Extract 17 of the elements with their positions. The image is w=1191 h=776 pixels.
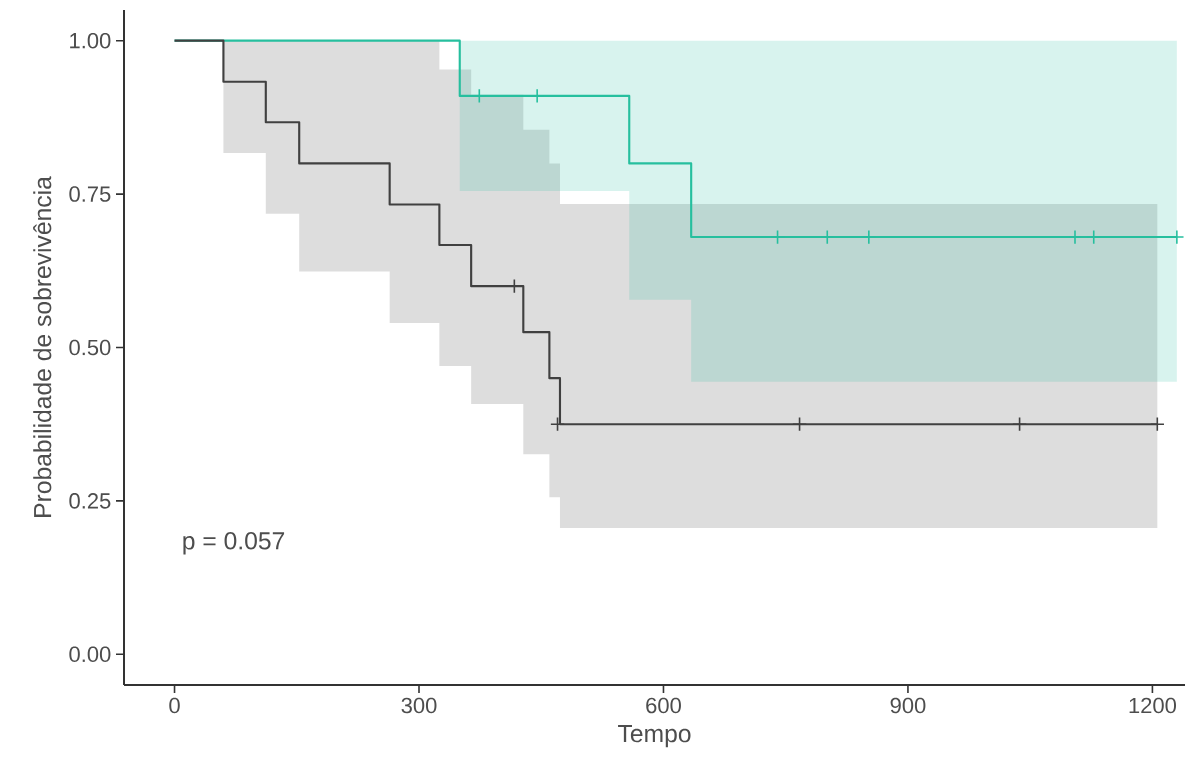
y-tick-label: 0.25 [69,493,111,509]
x-axis-title: Tempo [618,725,691,748]
y-tick-label: 0.00 [69,646,111,663]
y-axis-title: Probabilidade de sobrevivência [33,176,52,517]
y-tick-label: 0.75 [69,186,111,202]
y-tick-label: 1.00 [70,32,111,49]
y-tick-label: 0.50 [69,339,111,356]
x-tick-label: 600 [646,697,681,714]
x-tick-label: 900 [890,697,926,714]
point [1149,416,1165,432]
point [550,416,565,432]
x-tick-label: 1200 [1129,697,1177,714]
x-tick-label: 300 [401,697,437,714]
point [1012,416,1028,432]
point [792,416,808,432]
annotation: p = 0.057 [183,532,285,555]
x-tick-label: 0 [169,697,180,714]
